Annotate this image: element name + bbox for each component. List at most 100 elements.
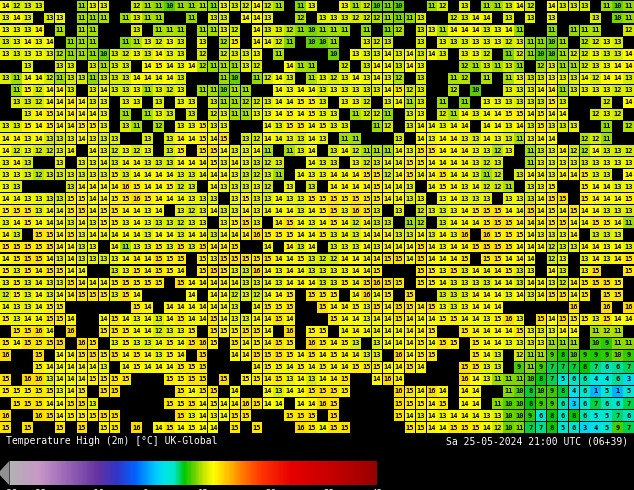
Text: 8: 8 (528, 400, 533, 407)
Bar (77, 97, 87, 108)
Bar (75, 461, 77, 486)
Bar (99, 362, 109, 373)
Text: 15: 15 (296, 123, 305, 129)
Bar (33, 374, 44, 385)
Text: 13: 13 (417, 99, 425, 105)
Text: 13: 13 (504, 123, 512, 129)
Bar (77, 229, 87, 240)
Bar (448, 181, 459, 192)
Text: 14: 14 (220, 172, 228, 178)
Bar (87, 49, 98, 60)
Text: 14: 14 (34, 27, 42, 33)
Text: 12: 12 (592, 39, 600, 45)
Bar (44, 73, 55, 84)
Bar (459, 73, 470, 84)
Text: 13: 13 (242, 136, 250, 142)
Bar (19, 461, 20, 486)
Text: 13: 13 (329, 147, 338, 153)
Bar (579, 350, 590, 361)
Text: 14: 14 (154, 172, 163, 178)
Bar (383, 194, 393, 204)
Text: 14: 14 (362, 232, 370, 238)
Text: 15: 15 (100, 208, 108, 214)
Text: 11: 11 (504, 389, 512, 394)
Bar (558, 350, 568, 361)
Text: 14: 14 (122, 365, 130, 370)
Bar (590, 169, 601, 180)
Text: 15: 15 (23, 400, 32, 407)
Text: 12: 12 (100, 39, 108, 45)
Bar (295, 362, 306, 373)
Text: 3: 3 (572, 400, 576, 407)
Text: 7: 7 (593, 400, 598, 407)
Text: 15: 15 (198, 376, 207, 382)
Text: 13: 13 (143, 244, 152, 250)
Text: 12: 12 (198, 489, 209, 490)
Text: 17: 17 (122, 389, 130, 394)
Text: 17: 17 (362, 389, 370, 394)
Bar (459, 97, 470, 108)
Bar (514, 362, 524, 373)
Bar (219, 253, 230, 265)
Text: 12: 12 (559, 15, 567, 21)
Text: 15: 15 (285, 220, 294, 226)
Bar (99, 410, 109, 421)
Bar (536, 398, 547, 409)
Bar (219, 229, 230, 240)
Text: 17: 17 (209, 376, 217, 382)
Bar (252, 181, 262, 192)
Bar (11, 145, 22, 156)
Text: 13: 13 (395, 232, 403, 238)
Text: 11: 11 (154, 27, 163, 33)
Text: 13: 13 (176, 232, 184, 238)
Bar (142, 242, 153, 252)
Bar (492, 145, 503, 156)
Bar (612, 157, 623, 168)
Text: 15: 15 (165, 352, 174, 358)
Text: 13: 13 (165, 51, 174, 57)
Bar (262, 133, 273, 144)
Bar (306, 422, 317, 433)
Text: 14: 14 (264, 400, 272, 407)
Text: 13: 13 (613, 51, 622, 57)
Bar (66, 49, 76, 60)
Bar (361, 242, 372, 252)
Text: 15: 15 (154, 268, 163, 274)
Text: 16: 16 (122, 184, 130, 190)
Text: 14: 14 (252, 316, 261, 322)
Text: 15: 15 (89, 341, 97, 346)
Bar (404, 121, 415, 132)
Bar (99, 97, 109, 108)
Bar (427, 145, 437, 156)
Text: 12: 12 (231, 15, 239, 21)
Bar (579, 0, 590, 11)
Bar (110, 326, 120, 337)
Bar (470, 181, 481, 192)
Text: 12: 12 (613, 99, 622, 105)
Bar (285, 350, 295, 361)
Bar (338, 461, 339, 486)
Bar (569, 338, 579, 349)
Bar (547, 362, 557, 373)
Text: 13: 13 (198, 39, 207, 45)
Bar (197, 229, 207, 240)
Bar (33, 314, 44, 325)
Bar (306, 157, 317, 168)
Text: 16: 16 (460, 341, 469, 346)
Text: 14: 14 (67, 256, 75, 262)
Bar (372, 0, 382, 11)
Text: 15: 15 (406, 292, 414, 298)
Text: 15: 15 (395, 256, 403, 262)
Text: 13: 13 (515, 39, 524, 45)
Bar (361, 157, 372, 168)
Bar (197, 278, 207, 289)
Text: 12: 12 (285, 160, 294, 166)
Bar (219, 37, 230, 48)
Text: 13: 13 (537, 99, 545, 105)
Bar (197, 169, 207, 180)
Text: 15: 15 (504, 220, 512, 226)
Bar (262, 350, 273, 361)
Bar (209, 461, 210, 486)
Text: 12: 12 (373, 111, 382, 118)
Bar (120, 49, 131, 60)
